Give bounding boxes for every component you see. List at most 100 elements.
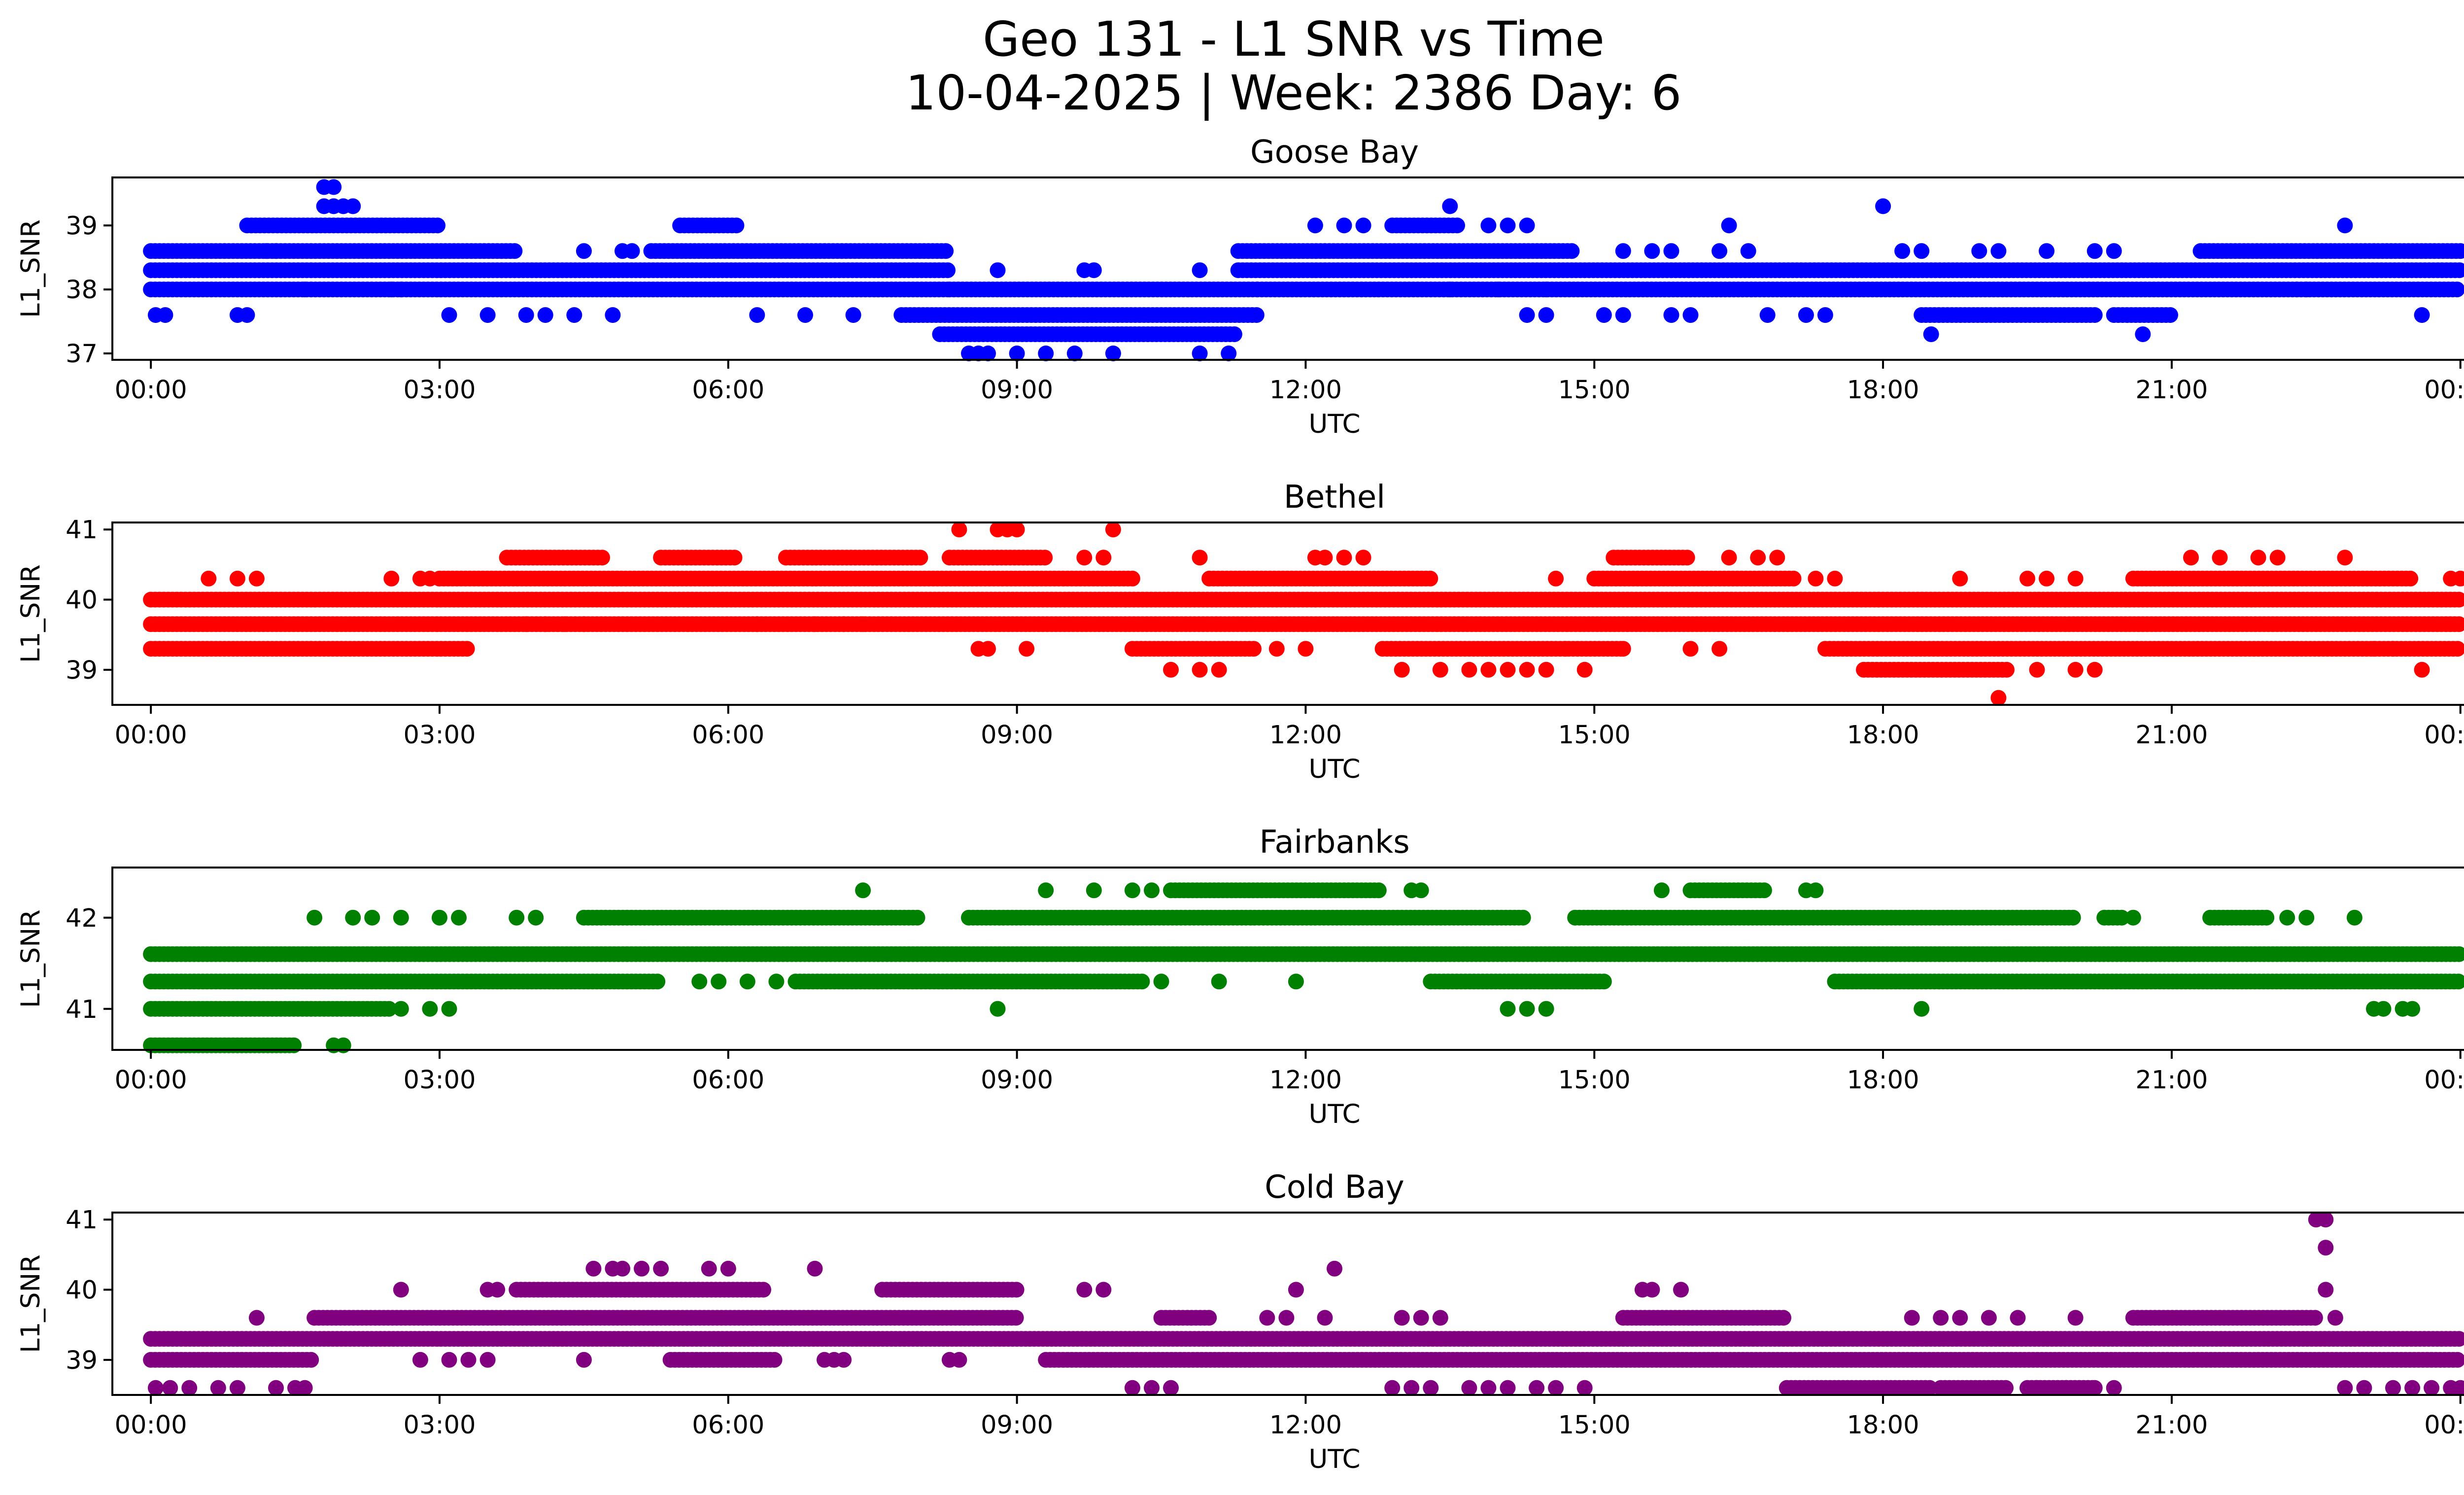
- data-point: [1124, 570, 1140, 587]
- data-point: [980, 641, 996, 657]
- data-point: [1721, 217, 1737, 234]
- x-tick-label: 06:00: [692, 721, 764, 750]
- data-point: [1019, 641, 1035, 657]
- data-point: [1875, 198, 1891, 214]
- x-tick-label: 03:00: [403, 721, 476, 750]
- data-point: [2087, 243, 2103, 259]
- data-point: [1990, 690, 2007, 706]
- data-point: [605, 307, 621, 323]
- data-point: [1798, 307, 1814, 323]
- data-point: [2212, 550, 2228, 566]
- data-point: [1596, 973, 1612, 990]
- x-tick-label: 09:00: [981, 721, 1053, 750]
- data-point: [1355, 217, 1371, 234]
- data-point: [2039, 570, 2054, 587]
- figure-title-line1: Geo 131 - L1 SNR vs Time: [983, 11, 1605, 67]
- data-point: [1644, 243, 1660, 259]
- data-point: [836, 616, 852, 632]
- data-point: [2337, 217, 2353, 234]
- data-point: [1355, 550, 1371, 566]
- data-point: [1134, 973, 1150, 990]
- data-point: [1740, 243, 1756, 259]
- x-tick-label: 09:00: [981, 376, 1053, 405]
- data-point: [1226, 326, 1242, 343]
- x-axis-label: UTC: [1308, 409, 1360, 439]
- data-point: [2106, 243, 2122, 259]
- y-tick-label: 39: [66, 211, 98, 241]
- data-point: [393, 281, 409, 298]
- data-point: [1500, 217, 1516, 234]
- data-point: [2366, 641, 2382, 657]
- data-point: [2183, 550, 2199, 566]
- data-point: [1086, 262, 1102, 278]
- y-tick-label: 40: [66, 586, 98, 615]
- data-point: [239, 307, 255, 323]
- data-point: [201, 570, 217, 587]
- data-point: [2029, 661, 2045, 678]
- x-tick-label: 12:00: [1269, 376, 1342, 405]
- data-point: [1519, 217, 1535, 234]
- data-point: [1336, 217, 1352, 234]
- data-point: [1682, 307, 1699, 323]
- data-point: [1759, 307, 1776, 323]
- series-points: [143, 179, 2464, 361]
- data-point: [1682, 641, 1699, 657]
- data-point: [576, 243, 592, 259]
- data-point: [576, 616, 592, 632]
- data-point: [1538, 661, 1554, 678]
- data-point: [2019, 570, 2035, 587]
- data-point: [1538, 281, 1554, 298]
- data-point: [441, 307, 457, 323]
- data-point: [2449, 281, 2464, 298]
- data-point: [1576, 661, 1593, 678]
- data-point: [1480, 661, 1497, 678]
- data-point: [1095, 550, 1112, 566]
- data-point: [951, 522, 967, 538]
- data-point: [2414, 661, 2430, 678]
- data-point: [1971, 243, 1987, 259]
- data-point: [2065, 909, 2081, 926]
- panel-title: Fairbanks: [1259, 824, 1409, 861]
- x-tick-label: 00:00: [2424, 376, 2464, 405]
- data-point: [1480, 217, 1497, 234]
- data-point: [2298, 281, 2315, 298]
- data-point: [1307, 217, 1323, 234]
- data-point: [1442, 281, 1458, 298]
- data-point: [1663, 307, 1679, 323]
- data-point: [912, 550, 928, 566]
- y-tick-label: 38: [66, 276, 98, 305]
- data-point: [518, 307, 534, 323]
- data-point: [1827, 570, 1843, 587]
- data-point: [728, 217, 745, 234]
- data-point: [1394, 661, 1410, 678]
- data-point: [909, 909, 925, 926]
- data-point: [345, 198, 361, 214]
- data-point: [537, 616, 553, 632]
- data-point: [157, 307, 173, 323]
- data-point: [479, 307, 496, 323]
- data-point: [518, 616, 534, 632]
- data-point: [2039, 243, 2054, 259]
- data-point: [940, 262, 956, 278]
- data-point: [2087, 307, 2103, 323]
- data-point: [1037, 550, 1053, 566]
- data-point: [1914, 243, 1930, 259]
- data-point: [1769, 550, 1785, 566]
- data-point: [1679, 550, 1695, 566]
- data-point: [1490, 281, 1506, 298]
- data-point: [1105, 522, 1121, 538]
- data-point: [1076, 550, 1093, 566]
- data-point: [1990, 243, 2007, 259]
- data-point: [229, 570, 245, 587]
- data-point: [749, 307, 765, 323]
- data-point: [1663, 243, 1679, 259]
- data-point: [2067, 570, 2084, 587]
- data-point: [1268, 641, 1285, 657]
- data-point: [297, 281, 313, 298]
- data-point: [1317, 550, 1333, 566]
- data-point: [1711, 641, 1728, 657]
- data-point: [537, 307, 553, 323]
- data-point: [1894, 243, 1911, 259]
